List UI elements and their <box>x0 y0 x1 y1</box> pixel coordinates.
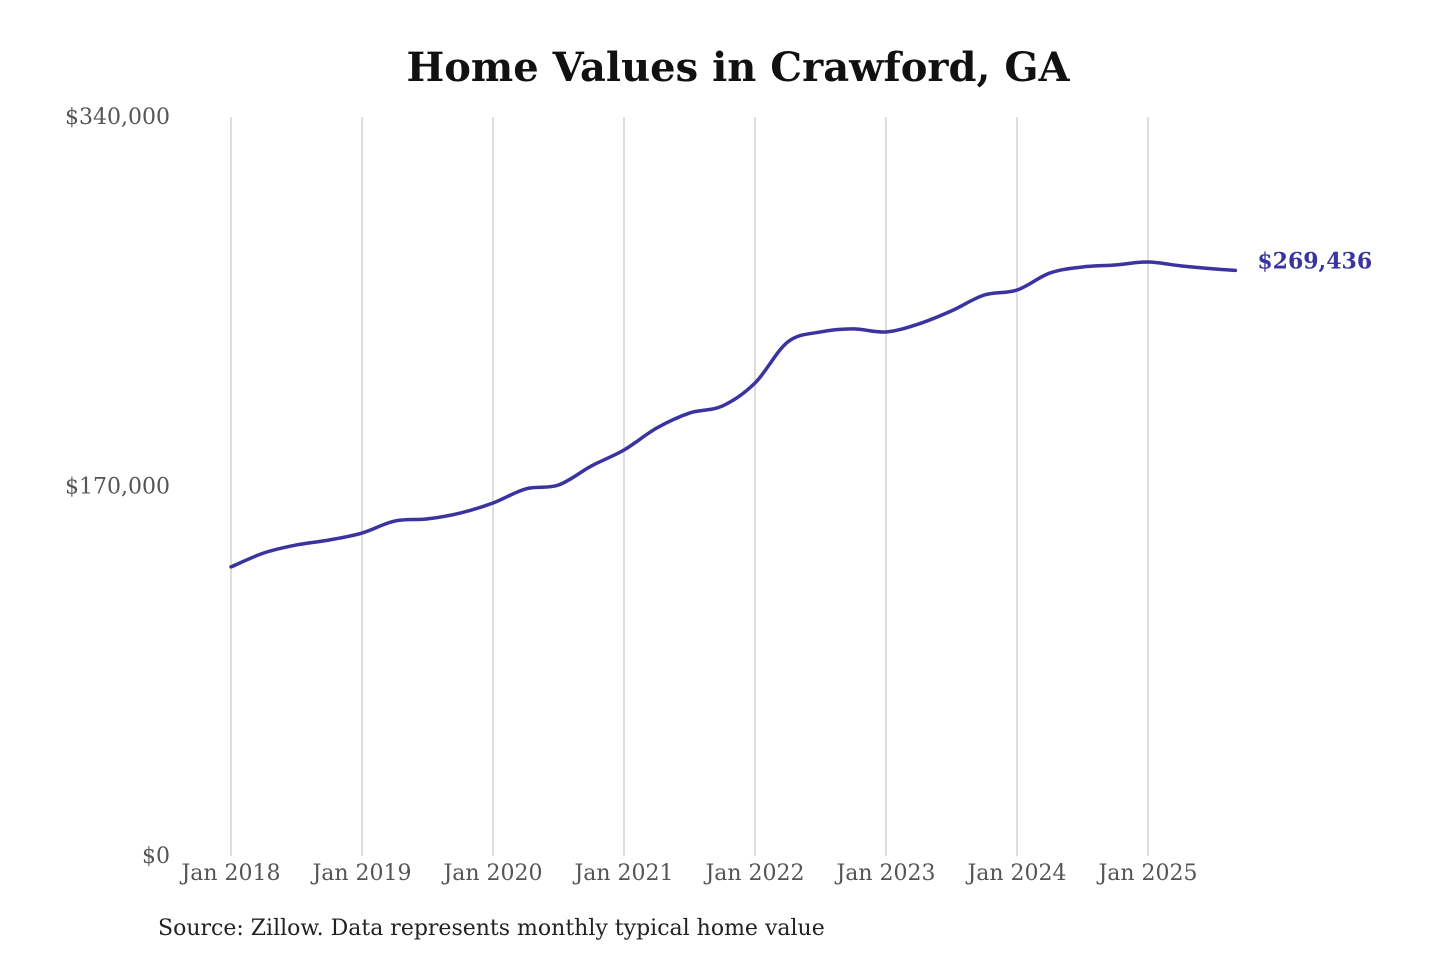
x-tick-label: Jan 2019 <box>310 861 411 886</box>
data-point <box>720 404 724 408</box>
x-tick-label: Jan 2018 <box>179 861 280 886</box>
x-tick-label: Jan 2023 <box>834 861 935 886</box>
data-point <box>917 322 921 326</box>
y-tick-label: $170,000 <box>65 475 170 500</box>
x-tick-label: Jan 2025 <box>1096 861 1197 886</box>
data-point <box>1233 268 1237 272</box>
data-point <box>1179 264 1183 268</box>
y-tick-label: $0 <box>142 844 170 869</box>
data-point <box>1212 267 1215 271</box>
data-point <box>1048 271 1052 275</box>
data-point <box>851 327 855 331</box>
data-point <box>688 411 691 415</box>
end-value-label: $269,436 <box>1257 248 1372 274</box>
y-tick-label: $340,000 <box>65 105 170 130</box>
data-point <box>524 487 528 491</box>
data-point <box>327 538 331 542</box>
data-point <box>819 330 822 334</box>
data-point <box>393 519 397 523</box>
data-point <box>884 330 888 334</box>
data-point <box>950 309 953 313</box>
data-point <box>622 448 626 452</box>
x-tick-label: Jan 2020 <box>441 861 542 886</box>
x-tick-label: Jan 2022 <box>703 861 804 886</box>
data-point <box>1081 265 1084 269</box>
data-point <box>655 426 659 430</box>
chart-title: Home Values in Crawford, GA <box>406 44 1070 91</box>
data-point <box>295 543 298 547</box>
data-point <box>229 565 233 569</box>
x-tick-label: Jan 2021 <box>572 861 673 886</box>
data-point <box>557 483 560 487</box>
data-point <box>491 501 495 505</box>
data-point <box>262 551 266 555</box>
data-point <box>786 340 790 344</box>
series-line <box>229 260 1238 569</box>
data-point <box>360 531 364 535</box>
data-point <box>1015 288 1019 292</box>
source-note: Source: Zillow. Data represents monthly … <box>158 916 825 941</box>
data-point <box>753 381 757 385</box>
x-tick-label: Jan 2024 <box>965 861 1066 886</box>
data-point <box>1113 263 1117 267</box>
data-point <box>1146 260 1150 264</box>
data-point <box>458 511 462 515</box>
data-point <box>426 517 429 521</box>
data-point <box>589 464 593 468</box>
data-point <box>982 293 986 297</box>
